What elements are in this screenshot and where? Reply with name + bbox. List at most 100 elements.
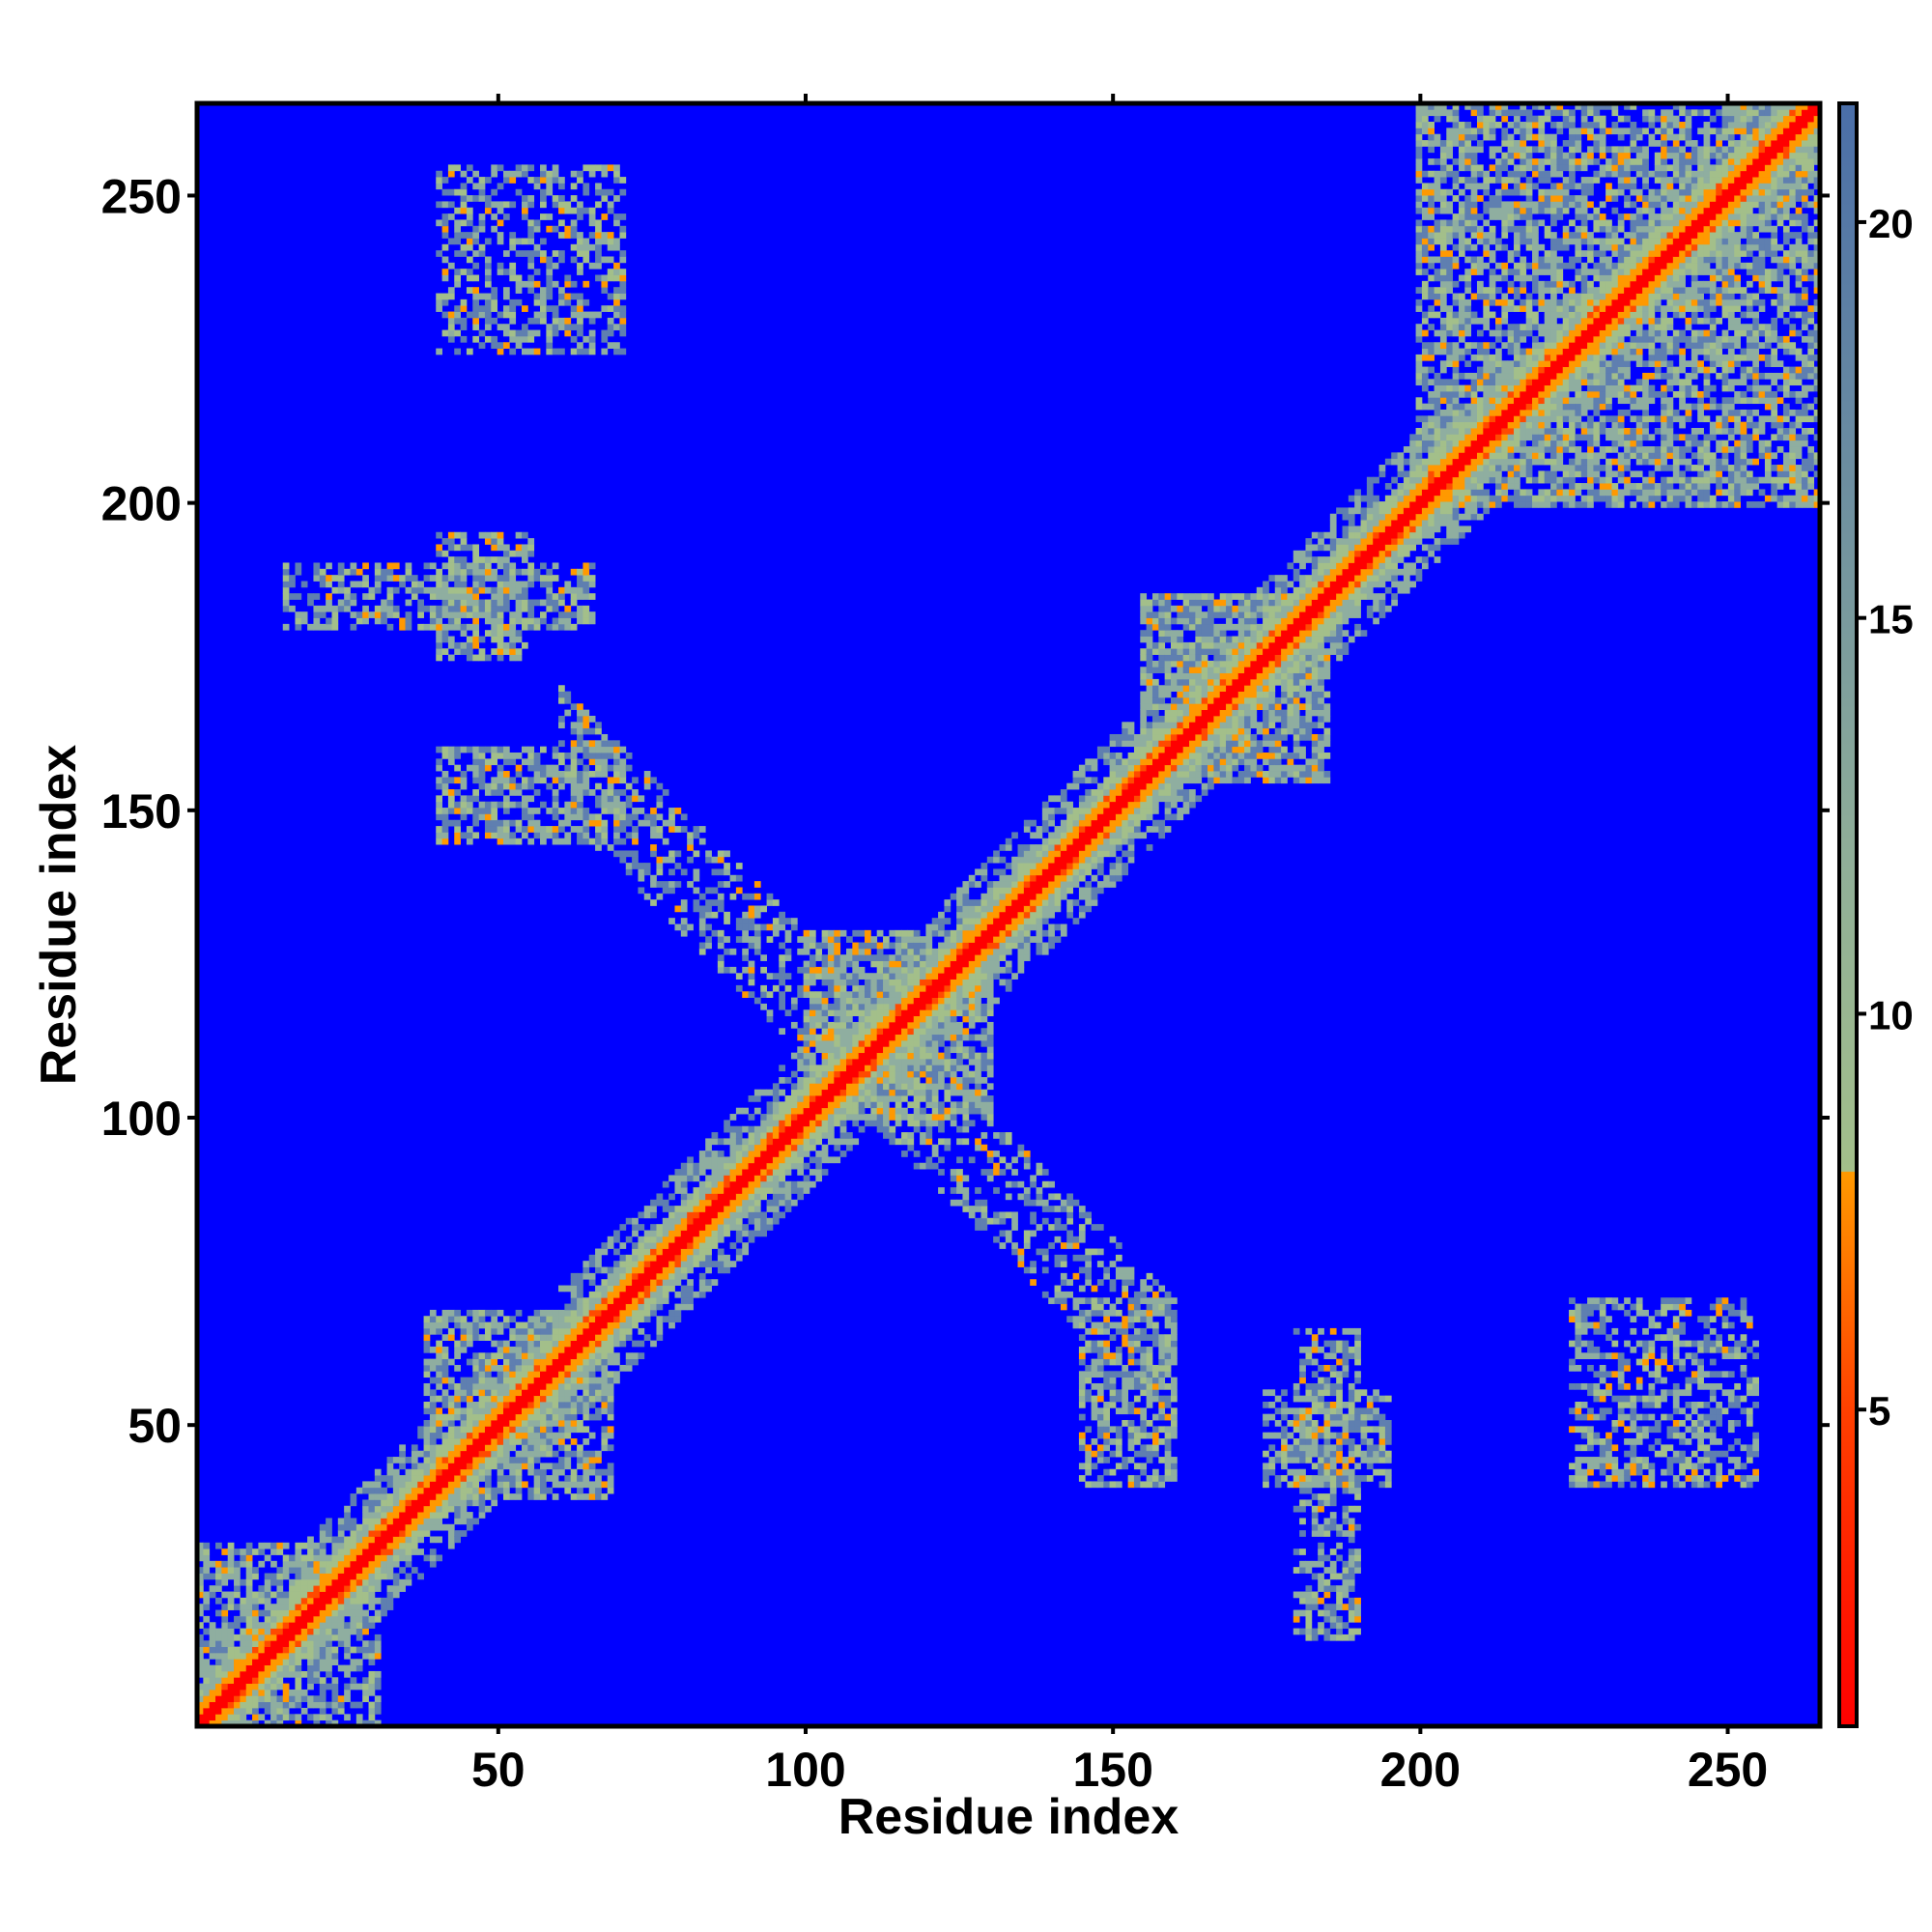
heatmap-cell: [326, 1719, 332, 1727]
heatmap-cell: [527, 764, 535, 772]
heatmap-cell: [270, 1695, 277, 1703]
heatmap-cell: [552, 225, 559, 233]
heatmap-cell: [846, 1021, 853, 1029]
heatmap-cell: [552, 1475, 559, 1482]
heatmap-cell: [803, 1101, 810, 1109]
heatmap-cell: [815, 1095, 823, 1102]
heatmap-cell: [619, 1254, 627, 1262]
heatmap-cell: [466, 164, 473, 172]
heatmap-cell: [515, 1413, 523, 1421]
heatmap-cell: [460, 1468, 468, 1476]
heatmap-cell: [852, 1052, 860, 1060]
heatmap-cell: [815, 1083, 823, 1091]
heatmap-cell: [331, 586, 339, 594]
heatmap-cell: [797, 1052, 805, 1060]
heatmap-cell: [809, 1114, 816, 1121]
heatmap-cell: [502, 599, 510, 607]
heatmap-cell: [607, 753, 614, 759]
heatmap-cell: [502, 1402, 510, 1408]
heatmap-cell: [484, 1309, 492, 1317]
heatmap-cell: [950, 973, 957, 980]
heatmap-cell: [460, 269, 468, 275]
heatmap-cell: [552, 753, 559, 759]
heatmap-cell: [319, 1604, 327, 1610]
heatmap-cell: [350, 1499, 357, 1507]
heatmap-cell: [209, 1652, 216, 1660]
heatmap-cell: [234, 1695, 241, 1703]
heatmap-cell: [405, 1487, 412, 1494]
heatmap-cell: [650, 1224, 657, 1231]
heatmap-cell: [558, 1402, 565, 1408]
heatmap-cell: [876, 960, 884, 968]
heatmap-cell: [839, 1021, 847, 1029]
heatmap-cell: [533, 1371, 541, 1378]
heatmap-cell: [601, 1279, 609, 1286]
heatmap-cell: [533, 1450, 541, 1458]
heatmap-cell: [680, 1242, 688, 1249]
heatmap-cell: [687, 1236, 694, 1243]
heatmap-cell: [619, 1297, 627, 1304]
heatmap-cell: [276, 1542, 284, 1549]
heatmap-cell: [546, 808, 554, 814]
heatmap-cell: [821, 1015, 829, 1023]
heatmap-cell: [595, 1389, 602, 1397]
heatmap-cell: [797, 966, 805, 974]
heatmap-cell: [931, 966, 939, 974]
heatmap-cell: [497, 1346, 504, 1353]
heatmap-cell: [227, 1573, 235, 1580]
heatmap-cell: [502, 1346, 510, 1353]
heatmap-cell: [289, 1670, 296, 1678]
heatmap-cell: [497, 219, 504, 227]
heatmap-cell: [374, 1523, 382, 1531]
heatmap-cell: [558, 777, 565, 784]
heatmap-cell: [680, 1236, 688, 1243]
heatmap-cell: [680, 1217, 688, 1225]
heatmap-cell: [913, 948, 921, 955]
heatmap-cell: [582, 188, 590, 196]
heatmap-cell: [497, 801, 504, 809]
heatmap-cell: [423, 1523, 431, 1531]
heatmap-cell: [484, 1352, 492, 1360]
heatmap-cell: [687, 1199, 694, 1207]
heatmap-cell: [300, 1609, 308, 1617]
heatmap-cell: [484, 262, 492, 270]
heatmap-cell: [577, 1303, 583, 1311]
heatmap-cell: [417, 586, 424, 594]
heatmap-cell: [577, 1364, 583, 1372]
heatmap-cell: [460, 746, 468, 753]
heatmap-cell: [454, 1487, 461, 1494]
heatmap-cell: [509, 274, 517, 282]
heatmap-cell: [846, 1052, 853, 1060]
heatmap-cell: [772, 1211, 780, 1219]
heatmap-cell: [337, 1567, 345, 1574]
heatmap-cell: [546, 293, 554, 300]
heatmap-cell: [821, 1083, 829, 1091]
heatmap-cell: [515, 1340, 523, 1348]
heatmap-cell: [215, 1640, 222, 1647]
heatmap-cell: [497, 1352, 504, 1360]
heatmap-cell: [595, 1407, 602, 1415]
heatmap-cell: [846, 1107, 853, 1115]
heatmap-cell: [552, 1493, 559, 1500]
heatmap-cell: [460, 1346, 468, 1353]
heatmap-cell: [423, 1444, 431, 1452]
heatmap-cell: [552, 1327, 559, 1335]
heatmap-cell: [839, 1003, 847, 1010]
heatmap-cell: [809, 1021, 816, 1029]
heatmap-cell: [901, 979, 908, 986]
heatmap-cell: [478, 1334, 486, 1341]
heatmap-cell: [558, 183, 565, 190]
heatmap-cell: [234, 1659, 241, 1665]
heatmap-cell: [632, 789, 639, 796]
heatmap-cell: [533, 771, 541, 778]
heatmap-cell: [577, 348, 583, 355]
heatmap-cell: [607, 1468, 614, 1476]
heatmap-cell: [515, 1481, 523, 1489]
heatmap-cell: [270, 1622, 277, 1629]
heatmap-cell: [331, 1604, 339, 1610]
heatmap-cell: [931, 1089, 939, 1096]
heatmap-cell: [478, 1438, 486, 1445]
heatmap-cell: [588, 1481, 596, 1489]
heatmap-cell: [625, 1364, 633, 1372]
heatmap-cell: [447, 641, 455, 649]
